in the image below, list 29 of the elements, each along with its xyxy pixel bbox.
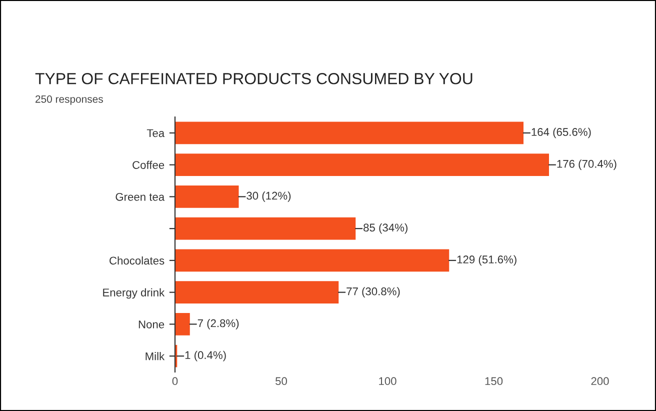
y-tick-label: Green tea: [116, 192, 165, 201]
bar: [175, 122, 524, 144]
x-tick-label: 100: [379, 377, 396, 386]
y-tick-label: Chocolates: [110, 256, 164, 265]
bar: [175, 313, 190, 336]
data-label: 30 (12%): [246, 192, 291, 202]
chart-title: TYPE OF CAFFEINATED PRODUCTS CONSUMED BY YOU: [35, 72, 472, 84]
bar: [175, 154, 549, 176]
text: 250 responses: [36, 95, 103, 105]
x-tick-label: 0: [172, 377, 178, 386]
data-label: 129 (51.6%): [457, 255, 516, 266]
x-tick-label: 150: [485, 377, 503, 386]
y-tick-label: Tea: [146, 129, 165, 138]
x-tick-label: 200: [591, 377, 609, 386]
data-label: 7 (2.8%): [198, 319, 239, 330]
data-label: 176 (70.4%): [557, 160, 616, 170]
bar: [175, 281, 339, 304]
y-tick-label: Energy drink: [103, 288, 165, 299]
bar: [175, 186, 239, 208]
bar: [175, 217, 356, 240]
data-label: 77 (30.8%): [346, 287, 400, 298]
y-tick-label: Coffee: [132, 160, 164, 169]
x-tick-label: 50: [276, 377, 287, 386]
y-tick-label: None: [138, 320, 164, 328]
data-label: 1 (0.4%): [185, 350, 226, 362]
bar: [175, 249, 450, 272]
data-label: 85 (34%): [364, 223, 408, 234]
data-label: 164 (65.6%): [532, 128, 591, 138]
y-tick-label: Milk: [146, 352, 165, 360]
